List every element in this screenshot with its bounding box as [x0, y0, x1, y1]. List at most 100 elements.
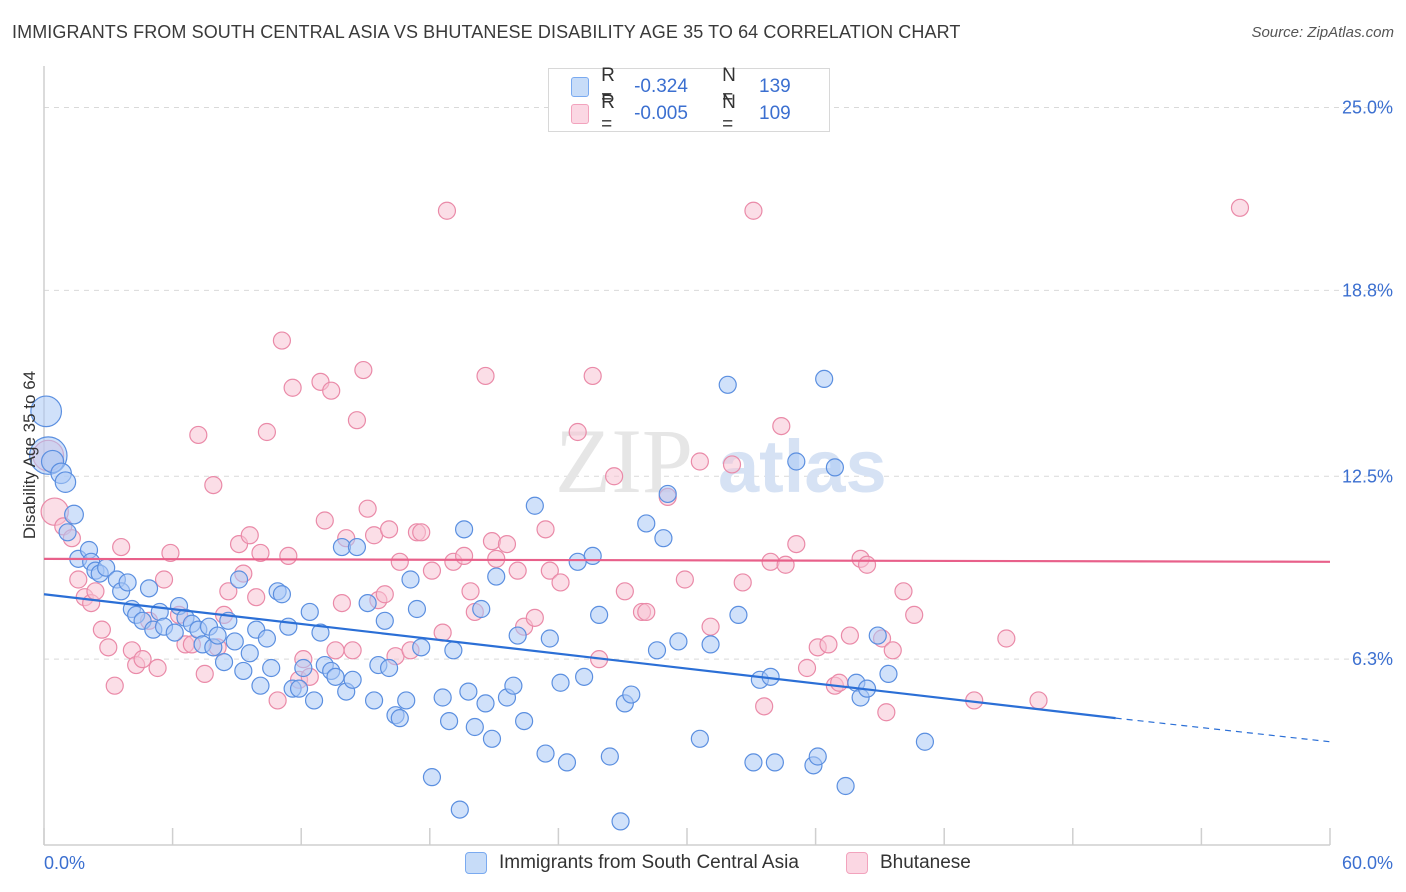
- south-central-asia-point: [208, 626, 227, 645]
- south-central-asia-point: [487, 567, 506, 586]
- south-central-asia-point: [225, 632, 244, 651]
- bhutanese-point: [605, 467, 624, 486]
- south-central-asia-point: [257, 629, 277, 648]
- south-central-asia-point: [229, 570, 249, 589]
- south-central-asia-point: [536, 744, 555, 763]
- bhutanese-point: [536, 520, 555, 539]
- south-central-asia-point: [515, 711, 534, 731]
- series-legend-label: Bhutanese: [880, 852, 971, 873]
- bhutanese-point: [161, 543, 180, 563]
- south-central-asia-point: [272, 585, 292, 604]
- chart-title: IMMIGRANTS FROM SOUTH CENTRAL ASIA VS BH…: [12, 22, 961, 42]
- y-tick-label: 18.8%: [1342, 280, 1393, 300]
- bhutanese-point: [482, 532, 502, 551]
- bhutanese-point: [497, 534, 517, 554]
- series-legend-swatch-pink: [846, 852, 868, 874]
- legend-row-bhutanese: R = -0.005 N = 109: [571, 92, 829, 135]
- bhutanese-point: [279, 546, 298, 566]
- bhutanese-point: [69, 570, 88, 589]
- legend-swatch-pink: [571, 104, 590, 124]
- bhutanese-point: [830, 673, 849, 692]
- south-central-asia-trend-extension: [1115, 717, 1331, 743]
- series-legend-bhutanese: Bhutanese: [846, 852, 971, 874]
- y-axis-tick-labels: 6.3% 12.5% 18.8% 25.0%: [1342, 98, 1393, 670]
- south-central-asia-point: [482, 729, 502, 748]
- south-central-asia-point: [379, 658, 399, 678]
- bhutanese-point: [219, 582, 238, 601]
- south-central-asia-point: [637, 514, 656, 533]
- south-central-asia-point: [583, 546, 602, 566]
- legend-n-label: N =: [722, 92, 736, 135]
- bhutanese-point: [476, 366, 495, 386]
- bhutanese-point: [583, 366, 602, 386]
- bhutanese-point: [1230, 198, 1250, 217]
- south-central-asia-point: [375, 611, 394, 630]
- bhutanese-point: [322, 381, 341, 400]
- bhutanese-point: [819, 635, 838, 654]
- south-central-asia-point: [165, 623, 184, 642]
- south-central-asia-point: [58, 523, 77, 542]
- bhutanese-point: [540, 561, 559, 580]
- bhutanese-point: [797, 658, 817, 678]
- south-central-asia-point: [718, 375, 737, 394]
- south-central-asia-point: [64, 504, 84, 525]
- south-central-asia-point: [787, 452, 806, 471]
- south-central-asia-point: [294, 658, 313, 678]
- bhutanese-point: [343, 641, 362, 660]
- legend-n-value: 109: [759, 103, 791, 124]
- bhutanese-point: [772, 417, 791, 436]
- south-central-asia-point: [701, 635, 720, 654]
- south-central-asia-point: [326, 667, 345, 686]
- south-central-asia-point: [540, 629, 559, 648]
- bhutanese-point: [690, 452, 709, 471]
- bhutanese-point: [354, 360, 373, 380]
- south-central-asia-point: [915, 732, 935, 751]
- south-central-asia-point: [836, 776, 855, 796]
- bhutanese-point: [787, 534, 806, 554]
- bhutanese-point: [525, 608, 544, 627]
- south-central-asia-point: [401, 570, 420, 589]
- south-central-asia-point: [30, 395, 63, 428]
- legend-r-label: R =: [601, 65, 615, 108]
- south-central-asia-point: [557, 753, 577, 772]
- bhutanese-point: [997, 629, 1016, 648]
- south-central-asia-point: [54, 471, 77, 493]
- y-tick-label: 12.5%: [1342, 466, 1393, 486]
- south-central-asia-point: [347, 537, 367, 557]
- south-central-asia-point: [300, 602, 319, 622]
- south-central-asia-point: [575, 667, 594, 686]
- bhutanese-point: [332, 593, 352, 613]
- y-tick-label: 6.3%: [1352, 649, 1393, 669]
- south-central-asia-point: [444, 641, 463, 660]
- south-central-asia-point: [600, 747, 619, 766]
- bhutanese-point: [257, 422, 277, 442]
- x-tick-label-min: 0.0%: [44, 853, 85, 873]
- south-central-asia-point: [139, 579, 159, 598]
- south-central-asia-point: [397, 691, 416, 710]
- south-central-asia-point: [622, 685, 641, 704]
- south-central-asia-point: [433, 688, 452, 707]
- south-central-asia-point: [729, 605, 748, 625]
- south-central-asia-point: [251, 676, 270, 695]
- bhutanese-point: [877, 703, 896, 722]
- bhutanese-point: [358, 499, 377, 518]
- bhutanese-point: [755, 697, 774, 716]
- legend-r-value: -0.324: [634, 76, 688, 97]
- gridlines: [44, 107, 1393, 660]
- south-central-asia-point: [364, 691, 384, 710]
- south-central-asia-point: [868, 626, 887, 645]
- bhutanese-point: [437, 201, 457, 220]
- bhutanese-point: [883, 641, 902, 660]
- bhutanese-point: [508, 561, 527, 580]
- bhutanese-point: [615, 582, 634, 601]
- bhutanese-point: [240, 526, 259, 545]
- legend-r-label: R =: [601, 92, 615, 135]
- bhutanese-point: [568, 422, 587, 442]
- south-central-asia-point: [304, 691, 324, 710]
- series-legend-label: Immigrants from South Central Asia: [499, 852, 799, 873]
- south-central-asia-point: [459, 682, 478, 701]
- bhutanese-point: [375, 585, 394, 604]
- south-central-asia-point: [407, 599, 427, 619]
- bhutanese-point: [905, 605, 924, 625]
